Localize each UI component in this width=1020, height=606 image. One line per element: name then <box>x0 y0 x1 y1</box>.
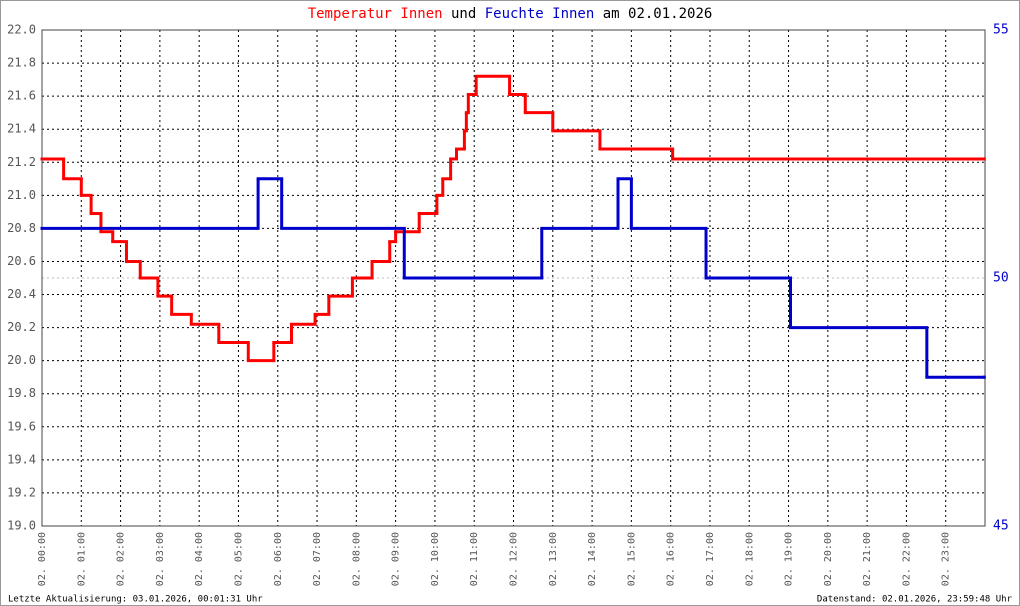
y-tick-label: 20.4 <box>7 287 36 301</box>
x-tick-label: 02. 20:00 <box>823 532 834 586</box>
footer-right: Datenstand: 02.01.2026, 23:59:48 Uhr <box>817 595 1013 605</box>
title-part: Feuchte Innen <box>485 6 595 22</box>
y-tick-label: 20.6 <box>7 254 36 268</box>
x-tick-label: 02. 14:00 <box>587 532 598 586</box>
y2-tick-label: 50 <box>993 271 1009 286</box>
y-tick-label: 22.0 <box>7 23 36 37</box>
x-tick-label: 02. 07:00 <box>312 532 323 586</box>
y-tick-label: 20.2 <box>7 320 36 334</box>
y-tick-label: 20.8 <box>7 221 36 235</box>
x-tick-label: 02. 00:00 <box>37 532 48 586</box>
y-tick-label: 19.0 <box>7 519 36 533</box>
x-tick-label: 02. 19:00 <box>784 532 795 586</box>
y-tick-label: 21.0 <box>7 188 36 202</box>
x-tick-label: 02. 03:00 <box>155 532 166 586</box>
x-tick-label: 02. 22:00 <box>901 532 912 586</box>
x-tick-label: 02. 02:00 <box>116 532 127 586</box>
y-tick-label: 19.6 <box>7 419 36 433</box>
y-tick-label: 20.0 <box>7 353 36 367</box>
x-tick-label: 02. 05:00 <box>233 532 244 586</box>
y-tick-label: 19.4 <box>7 452 36 466</box>
x-tick-label: 02. 18:00 <box>744 532 755 586</box>
y-tick-label: 21.4 <box>7 122 36 136</box>
x-tick-label: 02. 11:00 <box>469 532 480 586</box>
title-part: Temperatur Innen <box>308 6 443 22</box>
x-tick-label: 02. 06:00 <box>273 532 284 586</box>
title-part: am 02.01.2026 <box>603 6 713 22</box>
x-tick-label: 02. 04:00 <box>194 532 205 586</box>
title-part: und <box>451 6 476 22</box>
y-tick-label: 21.6 <box>7 89 36 103</box>
y-tick-label: 19.8 <box>7 386 36 400</box>
x-tick-label: 02. 15:00 <box>626 532 637 586</box>
x-tick-label: 02. 16:00 <box>666 532 677 586</box>
x-tick-label: 02. 21:00 <box>862 532 873 586</box>
x-tick-label: 02. 17:00 <box>705 532 716 586</box>
y-tick-label: 19.2 <box>7 485 36 499</box>
y-tick-label: 21.8 <box>7 56 36 70</box>
y2-tick-label: 45 <box>993 519 1009 534</box>
x-tick-label: 02. 12:00 <box>509 532 520 586</box>
x-tick-label: 02. 13:00 <box>548 532 559 586</box>
x-tick-label: 02. 23:00 <box>941 532 952 586</box>
x-tick-label: 02. 01:00 <box>76 532 87 586</box>
x-tick-label: 02. 09:00 <box>391 532 402 586</box>
footer-left: Letzte Aktualisierung: 03.01.2026, 00:01… <box>8 595 263 605</box>
chart-title: Temperatur Innen und Feuchte Innen am 02… <box>308 6 713 22</box>
y-tick-label: 21.2 <box>7 155 36 169</box>
y2-tick-label: 55 <box>993 23 1009 38</box>
plot-border <box>41 29 986 527</box>
x-tick-label: 02. 08:00 <box>351 532 362 586</box>
x-tick-label: 02. 10:00 <box>430 532 441 586</box>
